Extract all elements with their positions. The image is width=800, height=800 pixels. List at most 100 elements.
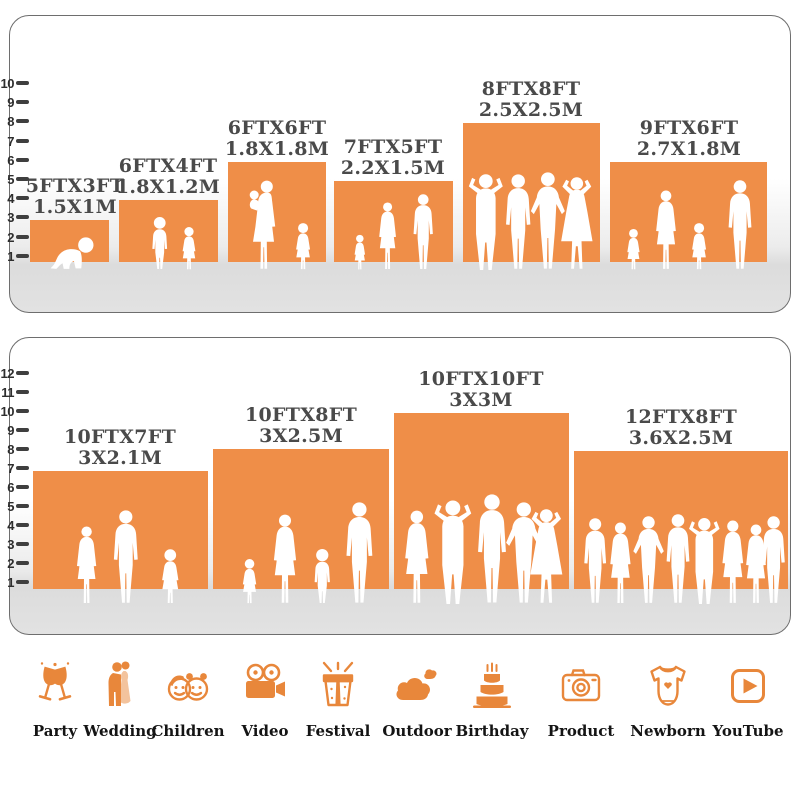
ruler-tick	[16, 579, 29, 585]
ruler-tick	[16, 99, 29, 105]
bar-label: 6FTX6FT 1.8X1.8M	[202, 118, 352, 160]
ruler-number: 3	[7, 209, 14, 225]
bar-label: 5FTX3FT 1.5X1M	[0, 176, 150, 218]
backdrop-bar-10x7	[33, 471, 208, 603]
category-label: Children	[151, 722, 225, 740]
category-label: Outdoor	[382, 722, 452, 740]
bar-metric-label: 2.2X1.5M	[340, 157, 446, 179]
ruler-tick	[16, 138, 29, 144]
backdrop-bar-9x6	[610, 162, 767, 270]
category-video: Video	[225, 660, 305, 740]
category-birthday: Birthday	[452, 660, 532, 740]
ruler-tick	[16, 157, 29, 163]
category-label: Festival	[305, 722, 371, 740]
ruler-number: 1	[7, 574, 14, 590]
bar-metric-label: 1.8X1.8M	[224, 138, 330, 160]
panel-small-sizes: 5FTX3FT 1.5X1M 6FTX4FT 1.8X1.2M 6FTX6FT …	[9, 15, 791, 313]
bar-label: 6FTX4FT 1.8X1.2M	[93, 156, 243, 198]
category-party: Party	[15, 660, 95, 740]
ruler-tick	[16, 427, 29, 433]
ruler-tick	[16, 522, 29, 528]
ruler-tick	[16, 214, 29, 220]
bar-metric-label: 1.8X1.2M	[115, 176, 221, 198]
bar-size-label: 6FTX6FT	[227, 117, 327, 139]
bar-metric-label: 3X2.5M	[259, 425, 343, 447]
category-label: YouTube	[712, 722, 784, 740]
ruler-number: 12	[0, 365, 15, 381]
ruler-number: 2	[7, 555, 14, 571]
bar-label: 10FTX10FT 3X3M	[406, 369, 556, 411]
backdrop-bar-10x10	[394, 413, 569, 605]
ruler-tick	[16, 118, 29, 124]
ruler-number: 10	[0, 403, 15, 419]
people-silhouettes	[354, 194, 433, 270]
category-product: Product	[541, 660, 621, 740]
people-silhouettes	[584, 514, 785, 605]
ruler-tick	[16, 408, 29, 414]
bar-size-label: 5FTX3FT	[25, 175, 125, 197]
youtube-icon	[731, 669, 765, 703]
backdrop-bar-10x8	[213, 449, 389, 604]
bar-size-label: 8FTX8FT	[481, 78, 581, 100]
ruler-number: 5	[7, 498, 14, 514]
people-silhouettes	[627, 180, 752, 270]
category-newborn: Newborn	[628, 660, 708, 740]
ruler-number: 7	[7, 133, 14, 149]
newborn-icon	[650, 665, 686, 706]
category-label: Product	[547, 722, 615, 740]
backdrop-bar-5x3	[30, 220, 109, 269]
ruler-tick	[16, 560, 29, 566]
category-label: Newborn	[630, 722, 706, 740]
ruler-number: 8	[7, 441, 14, 457]
bar-label: 10FTX7FT 3X2.1M	[45, 427, 195, 469]
ruler-number: 4	[7, 517, 14, 533]
ruler-number: 6	[7, 152, 14, 168]
people-silhouettes	[405, 494, 563, 605]
category-label: Wedding	[83, 722, 157, 740]
people-silhouettes	[249, 180, 311, 270]
birthday-icon	[473, 662, 511, 708]
outdoor-icon	[396, 669, 437, 700]
ruler-number: 8	[7, 113, 14, 129]
panel-large-sizes: 10FTX7FT 3X2.1M 10FTX8FT 3X2.5M 10FTX10F…	[9, 337, 791, 635]
ruler-tick	[16, 541, 29, 547]
backdrop-bar-6x4	[119, 200, 218, 270]
ruler-number: 9	[7, 94, 14, 110]
backdrop-bar-6x6	[228, 162, 326, 270]
category-label: Party	[32, 722, 78, 740]
bar-label: 7FTX5FT 2.2X1.5M	[318, 137, 468, 179]
people-silhouettes	[76, 510, 179, 603]
bar-size-label: 10FTX10FT	[418, 368, 544, 390]
people-silhouettes	[50, 237, 94, 269]
ruler-tick	[16, 484, 29, 490]
ruler-number: 4	[7, 190, 14, 206]
bar-size-label: 7FTX5FT	[343, 136, 443, 158]
video-icon	[246, 663, 285, 698]
ruler-number: 6	[7, 479, 14, 495]
ruler-tick	[16, 503, 29, 509]
backdrop-bar-7x5	[334, 181, 453, 270]
bar-metric-label: 3X3M	[449, 389, 513, 411]
bar-size-label: 12FTX8FT	[624, 406, 738, 428]
bar-metric-label: 1.5X1M	[33, 196, 117, 218]
bar-label: 10FTX8FT 3X2.5M	[226, 405, 376, 447]
ruler-tick	[16, 195, 29, 201]
ruler-number: 3	[7, 536, 14, 552]
bar-label: 8FTX8FT 2.5X2.5M	[456, 79, 606, 121]
ruler-tick	[16, 389, 29, 395]
category-children: Children	[148, 660, 228, 740]
category-outdoor: Outdoor	[377, 660, 457, 740]
ruler-tick	[16, 446, 29, 452]
product-icon	[561, 669, 601, 702]
people-silhouettes	[242, 502, 373, 604]
ruler-tick	[16, 253, 29, 259]
ruler-number: 5	[7, 171, 14, 187]
backdrop-bar-12x8	[574, 451, 788, 605]
bar-metric-label: 2.7X1.8M	[636, 138, 742, 160]
ruler-tick	[16, 80, 29, 86]
category-festival: Festival	[298, 660, 378, 740]
ruler-number: 9	[7, 422, 14, 438]
ruler-tick	[16, 234, 29, 240]
children-icon	[167, 673, 209, 701]
